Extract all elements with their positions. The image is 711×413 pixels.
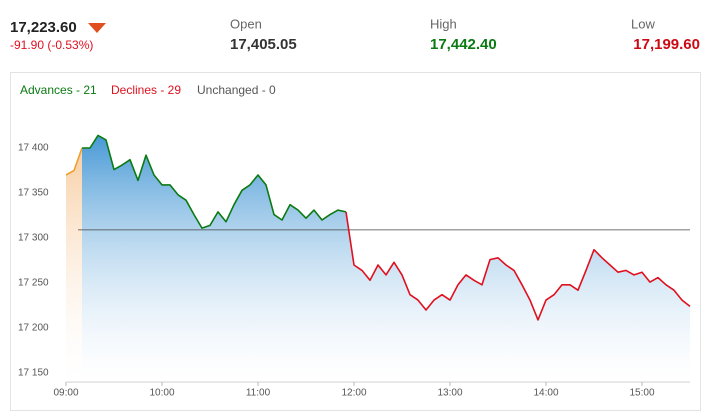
- price-line: [82, 134, 347, 229]
- x-tick-label: 10:00: [149, 388, 174, 399]
- y-tick-label: 17 250: [18, 278, 49, 289]
- x-tick-label: 11:00: [246, 388, 271, 399]
- x-tick-label: 09:00: [53, 388, 78, 399]
- price-line: [65, 147, 83, 176]
- preopen-area: [66, 148, 82, 382]
- y-tick-label: 17 350: [18, 188, 49, 199]
- legend-unchanged: Unchanged - 0: [197, 83, 276, 97]
- low-value: 17,199.60: [633, 36, 700, 53]
- y-tick-label: 17 200: [18, 323, 49, 334]
- legend-declines: Declines - 29: [111, 83, 181, 97]
- high-value: 17,442.40: [430, 36, 497, 53]
- down-arrow: [88, 23, 106, 33]
- y-tick-label: 17 150: [18, 368, 49, 379]
- open-value: 17,405.05: [230, 36, 297, 53]
- change: -91.90 (-0.53%): [10, 38, 93, 52]
- high-label: High: [430, 16, 457, 31]
- x-tick-label: 15:00: [629, 388, 654, 399]
- y-tick-label: 17 400: [18, 143, 49, 154]
- x-tick-label: 12:00: [341, 388, 366, 399]
- y-tick-label: 17 300: [18, 233, 49, 244]
- price-line: [345, 211, 691, 321]
- x-tick-label: 14:00: [533, 388, 558, 399]
- chart-box: [10, 72, 701, 411]
- price: 17,223.60: [10, 19, 77, 36]
- x-tick-label: 13:00: [437, 388, 462, 399]
- low-label: Low: [631, 16, 655, 31]
- open-label: Open: [230, 16, 262, 31]
- area: [82, 135, 690, 382]
- legend-advances: Advances - 21: [20, 83, 97, 97]
